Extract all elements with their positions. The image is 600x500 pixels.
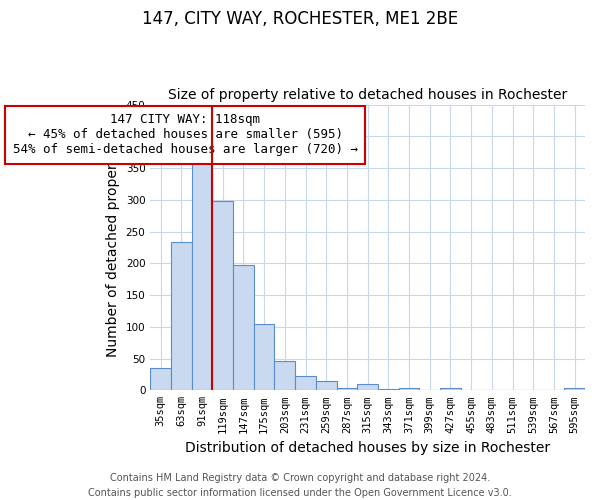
Y-axis label: Number of detached properties: Number of detached properties <box>106 138 120 356</box>
Text: 147, CITY WAY, ROCHESTER, ME1 2BE: 147, CITY WAY, ROCHESTER, ME1 2BE <box>142 10 458 28</box>
X-axis label: Distribution of detached houses by size in Rochester: Distribution of detached houses by size … <box>185 441 550 455</box>
Bar <box>398 388 419 390</box>
Bar <box>295 376 316 390</box>
Bar <box>192 156 212 390</box>
Bar <box>274 361 295 390</box>
Title: Size of property relative to detached houses in Rochester: Size of property relative to detached ho… <box>168 88 567 102</box>
Bar <box>171 242 192 390</box>
Bar <box>378 389 398 390</box>
Bar <box>440 388 461 390</box>
Bar <box>254 324 274 390</box>
Bar <box>337 388 357 390</box>
Bar <box>564 388 585 390</box>
Bar <box>233 264 254 390</box>
Text: Contains HM Land Registry data © Crown copyright and database right 2024.
Contai: Contains HM Land Registry data © Crown c… <box>88 472 512 498</box>
Bar <box>151 368 171 390</box>
Bar <box>212 201 233 390</box>
Bar <box>316 381 337 390</box>
Bar <box>357 384 378 390</box>
Text: 147 CITY WAY: 118sqm
← 45% of detached houses are smaller (595)
54% of semi-deta: 147 CITY WAY: 118sqm ← 45% of detached h… <box>13 113 358 156</box>
